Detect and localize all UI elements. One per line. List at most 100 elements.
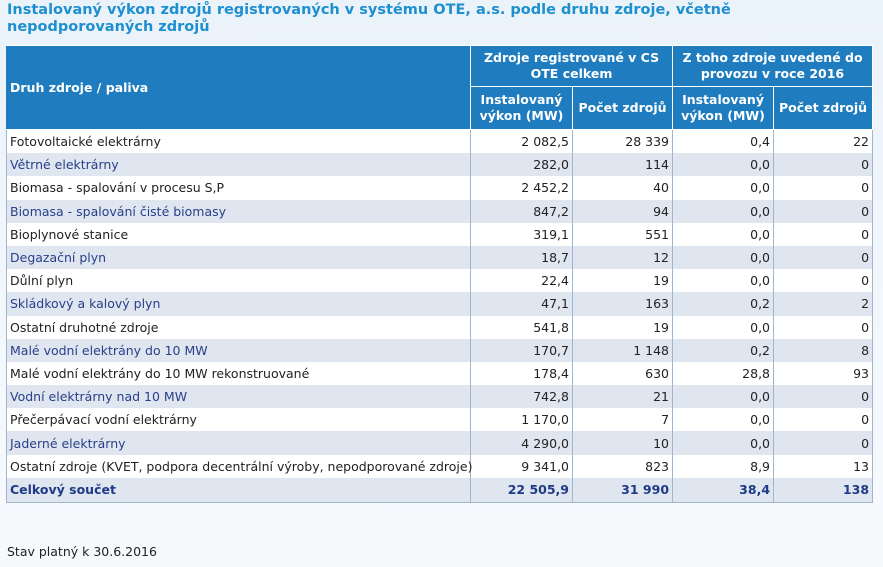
table-row: Ostatní zdroje (KVET, podpora decentráln… bbox=[6, 454, 874, 478]
source-count-2016-cell: 0 bbox=[773, 385, 874, 409]
row-label: Malé vodní elektrány do 10 MW bbox=[6, 338, 471, 362]
table-row: Jaderné elektrárny 4 290,0 10 0,0 0 bbox=[6, 431, 874, 455]
installed-power-2016-header: Instalovaný výkon (MW) bbox=[672, 86, 775, 130]
table-row: Malé vodní elektrány do 10 MW rekonstruo… bbox=[6, 361, 874, 386]
row-label: Jaderné elektrárny bbox=[6, 431, 471, 455]
total-installed-power-2016: 38,4 bbox=[672, 477, 775, 503]
installed-power-2016-cell: 0,0 bbox=[672, 408, 775, 432]
table-row: Degazační plyn 18,7 12 0,0 0 bbox=[6, 245, 874, 270]
row-label: Malé vodní elektrány do 10 MW rekonstruo… bbox=[6, 361, 471, 386]
installed-power-2016-cell: 0,0 bbox=[672, 176, 775, 200]
installed-power-cell: 170,7 bbox=[470, 338, 573, 362]
installed-power-cell: 742,8 bbox=[470, 385, 573, 409]
installed-power-2016-cell: 0,0 bbox=[672, 222, 775, 246]
source-count-2016-cell: 0 bbox=[773, 176, 874, 200]
installed-power-cell: 4 290,0 bbox=[470, 431, 573, 455]
installed-power-2016-cell: 0,0 bbox=[672, 431, 775, 455]
source-count-2016-cell: 22 bbox=[773, 129, 874, 154]
installed-power-cell: 541,8 bbox=[470, 315, 573, 339]
table-row: Malé vodní elektrány do 10 MW 170,7 1 148 0… bbox=[6, 338, 874, 362]
row-label: Důlní plyn bbox=[6, 269, 471, 293]
source-count-cell: 630 bbox=[571, 361, 674, 386]
source-count-2016-cell: 0 bbox=[773, 431, 874, 455]
installed-power-2016-cell: 0,0 bbox=[672, 315, 775, 339]
source-count-cell: 7 bbox=[571, 408, 674, 432]
source-count-cell: 21 bbox=[571, 385, 674, 409]
installed-power-header: Instalovaný výkon (MW) bbox=[470, 86, 573, 130]
installed-power-2016-cell: 28,8 bbox=[672, 361, 775, 386]
source-count-2016-cell: 0 bbox=[773, 408, 874, 432]
installed-power-2016-cell: 0,0 bbox=[672, 153, 775, 177]
installed-power-2016-cell: 0,0 bbox=[672, 269, 775, 293]
source-count-2016-cell: 2 bbox=[773, 292, 874, 316]
installed-power-cell: 47,1 bbox=[470, 292, 573, 316]
source-count-cell: 551 bbox=[571, 222, 674, 246]
energy-sources-table: Druh zdroje / paliva Zdroje registrované… bbox=[6, 45, 874, 503]
row-label: Ostatní zdroje (KVET, podpora decentráln… bbox=[6, 454, 472, 478]
table-row: Biomasa - spalování v procesu S,P 2 452,2… bbox=[6, 176, 874, 200]
source-count-2016-cell: 0 bbox=[773, 315, 874, 339]
installed-power-cell: 9 341,0 bbox=[470, 454, 573, 478]
page-title: Instalovaný výkon zdrojů registrovaných … bbox=[7, 2, 731, 35]
installed-power-2016-cell: 0,4 bbox=[672, 129, 775, 154]
row-label: Větrné elektrárny bbox=[6, 153, 471, 177]
total-installed-power: 22 505,9 bbox=[470, 477, 573, 503]
table-row: Důlní plyn 22,4 19 0,0 0 bbox=[6, 269, 874, 293]
installed-power-2016-cell: 0,0 bbox=[672, 245, 775, 270]
source-count-cell: 19 bbox=[571, 269, 674, 293]
row-label: Biomasa - spalování v procesu S,P bbox=[6, 176, 471, 200]
source-count-cell: 10 bbox=[571, 431, 674, 455]
installed-power-cell: 22,4 bbox=[470, 269, 573, 293]
source-count-2016-cell: 0 bbox=[773, 153, 874, 177]
source-count-2016-cell: 0 bbox=[773, 199, 874, 223]
source-type-header: Druh zdroje / paliva bbox=[6, 45, 471, 130]
installed-power-cell: 2 082,5 bbox=[470, 129, 573, 154]
row-label: Přečerpávací vodní elektrárny bbox=[6, 408, 471, 432]
table-row: Ostatní druhotné zdroje 541,8 19 0,0 0 bbox=[6, 315, 874, 339]
row-label: Skládkový a kalový plyn bbox=[6, 292, 471, 316]
installed-power-cell: 282,0 bbox=[470, 153, 573, 177]
source-count-cell: 163 bbox=[571, 292, 674, 316]
source-count-2016-cell: 93 bbox=[773, 361, 874, 386]
total-row: Celkový součet 22 505,9 31 990 38,4 138 bbox=[6, 477, 874, 503]
commissioned-2016-header: Z toho zdroje uvedené do provozu v roce … bbox=[672, 45, 874, 87]
row-label: Fotovoltaické elektrárny bbox=[6, 129, 471, 154]
table-row: Bioplynové stanice 319,1 551 0,0 0 bbox=[6, 222, 874, 246]
installed-power-2016-cell: 0,0 bbox=[672, 199, 775, 223]
source-count-header: Počet zdrojů bbox=[571, 86, 674, 130]
validity-note: Stav platný k 30.6.2016 bbox=[7, 544, 157, 559]
table-row: Biomasa - spalování čisté biomasy 847,2 94… bbox=[6, 199, 874, 223]
source-count-cell: 94 bbox=[571, 199, 674, 223]
row-label: Degazační plyn bbox=[6, 245, 471, 270]
row-label: Bioplynové stanice bbox=[6, 222, 471, 246]
installed-power-cell: 847,2 bbox=[470, 199, 573, 223]
installed-power-cell: 2 452,2 bbox=[470, 176, 573, 200]
row-label: Biomasa - spalování čisté biomasy bbox=[6, 199, 471, 223]
total-label: Celkový součet bbox=[6, 477, 471, 503]
table-row: Fotovoltaické elektrárny 2 082,5 28 339 0,4… bbox=[6, 129, 874, 154]
installed-power-2016-cell: 0,0 bbox=[672, 385, 775, 409]
total-source-count: 31 990 bbox=[571, 477, 674, 503]
installed-power-cell: 18,7 bbox=[470, 245, 573, 270]
installed-power-2016-cell: 0,2 bbox=[672, 292, 775, 316]
source-count-cell: 19 bbox=[571, 315, 674, 339]
registered-total-header: Zdroje registrované v CS OTE celkem bbox=[469, 45, 674, 87]
table-row: Přečerpávací vodní elektrárny 1 170,0 7 0,0… bbox=[6, 408, 874, 432]
source-count-cell: 12 bbox=[571, 245, 674, 270]
installed-power-cell: 1 170,0 bbox=[470, 408, 573, 432]
source-count-2016-header: Počet zdrojů bbox=[773, 86, 874, 130]
row-label: Vodní elektrárny nad 10 MW bbox=[6, 385, 471, 409]
source-count-cell: 823 bbox=[571, 454, 674, 478]
installed-power-cell: 178,4 bbox=[470, 361, 573, 386]
source-count-2016-cell: 0 bbox=[773, 245, 874, 270]
installed-power-cell: 319,1 bbox=[470, 222, 573, 246]
installed-power-2016-cell: 0,2 bbox=[672, 338, 775, 362]
source-count-2016-cell: 13 bbox=[773, 454, 874, 478]
table-row: Větrné elektrárny 282,0 114 0,0 0 bbox=[6, 153, 874, 177]
source-count-2016-cell: 8 bbox=[773, 338, 874, 362]
source-count-2016-cell: 0 bbox=[773, 222, 874, 246]
installed-power-2016-cell: 8,9 bbox=[672, 454, 775, 478]
source-count-cell: 28 339 bbox=[571, 129, 674, 154]
table-row: Vodní elektrárny nad 10 MW 742,8 21 0,0 0 bbox=[6, 385, 874, 409]
source-count-2016-cell: 0 bbox=[773, 269, 874, 293]
